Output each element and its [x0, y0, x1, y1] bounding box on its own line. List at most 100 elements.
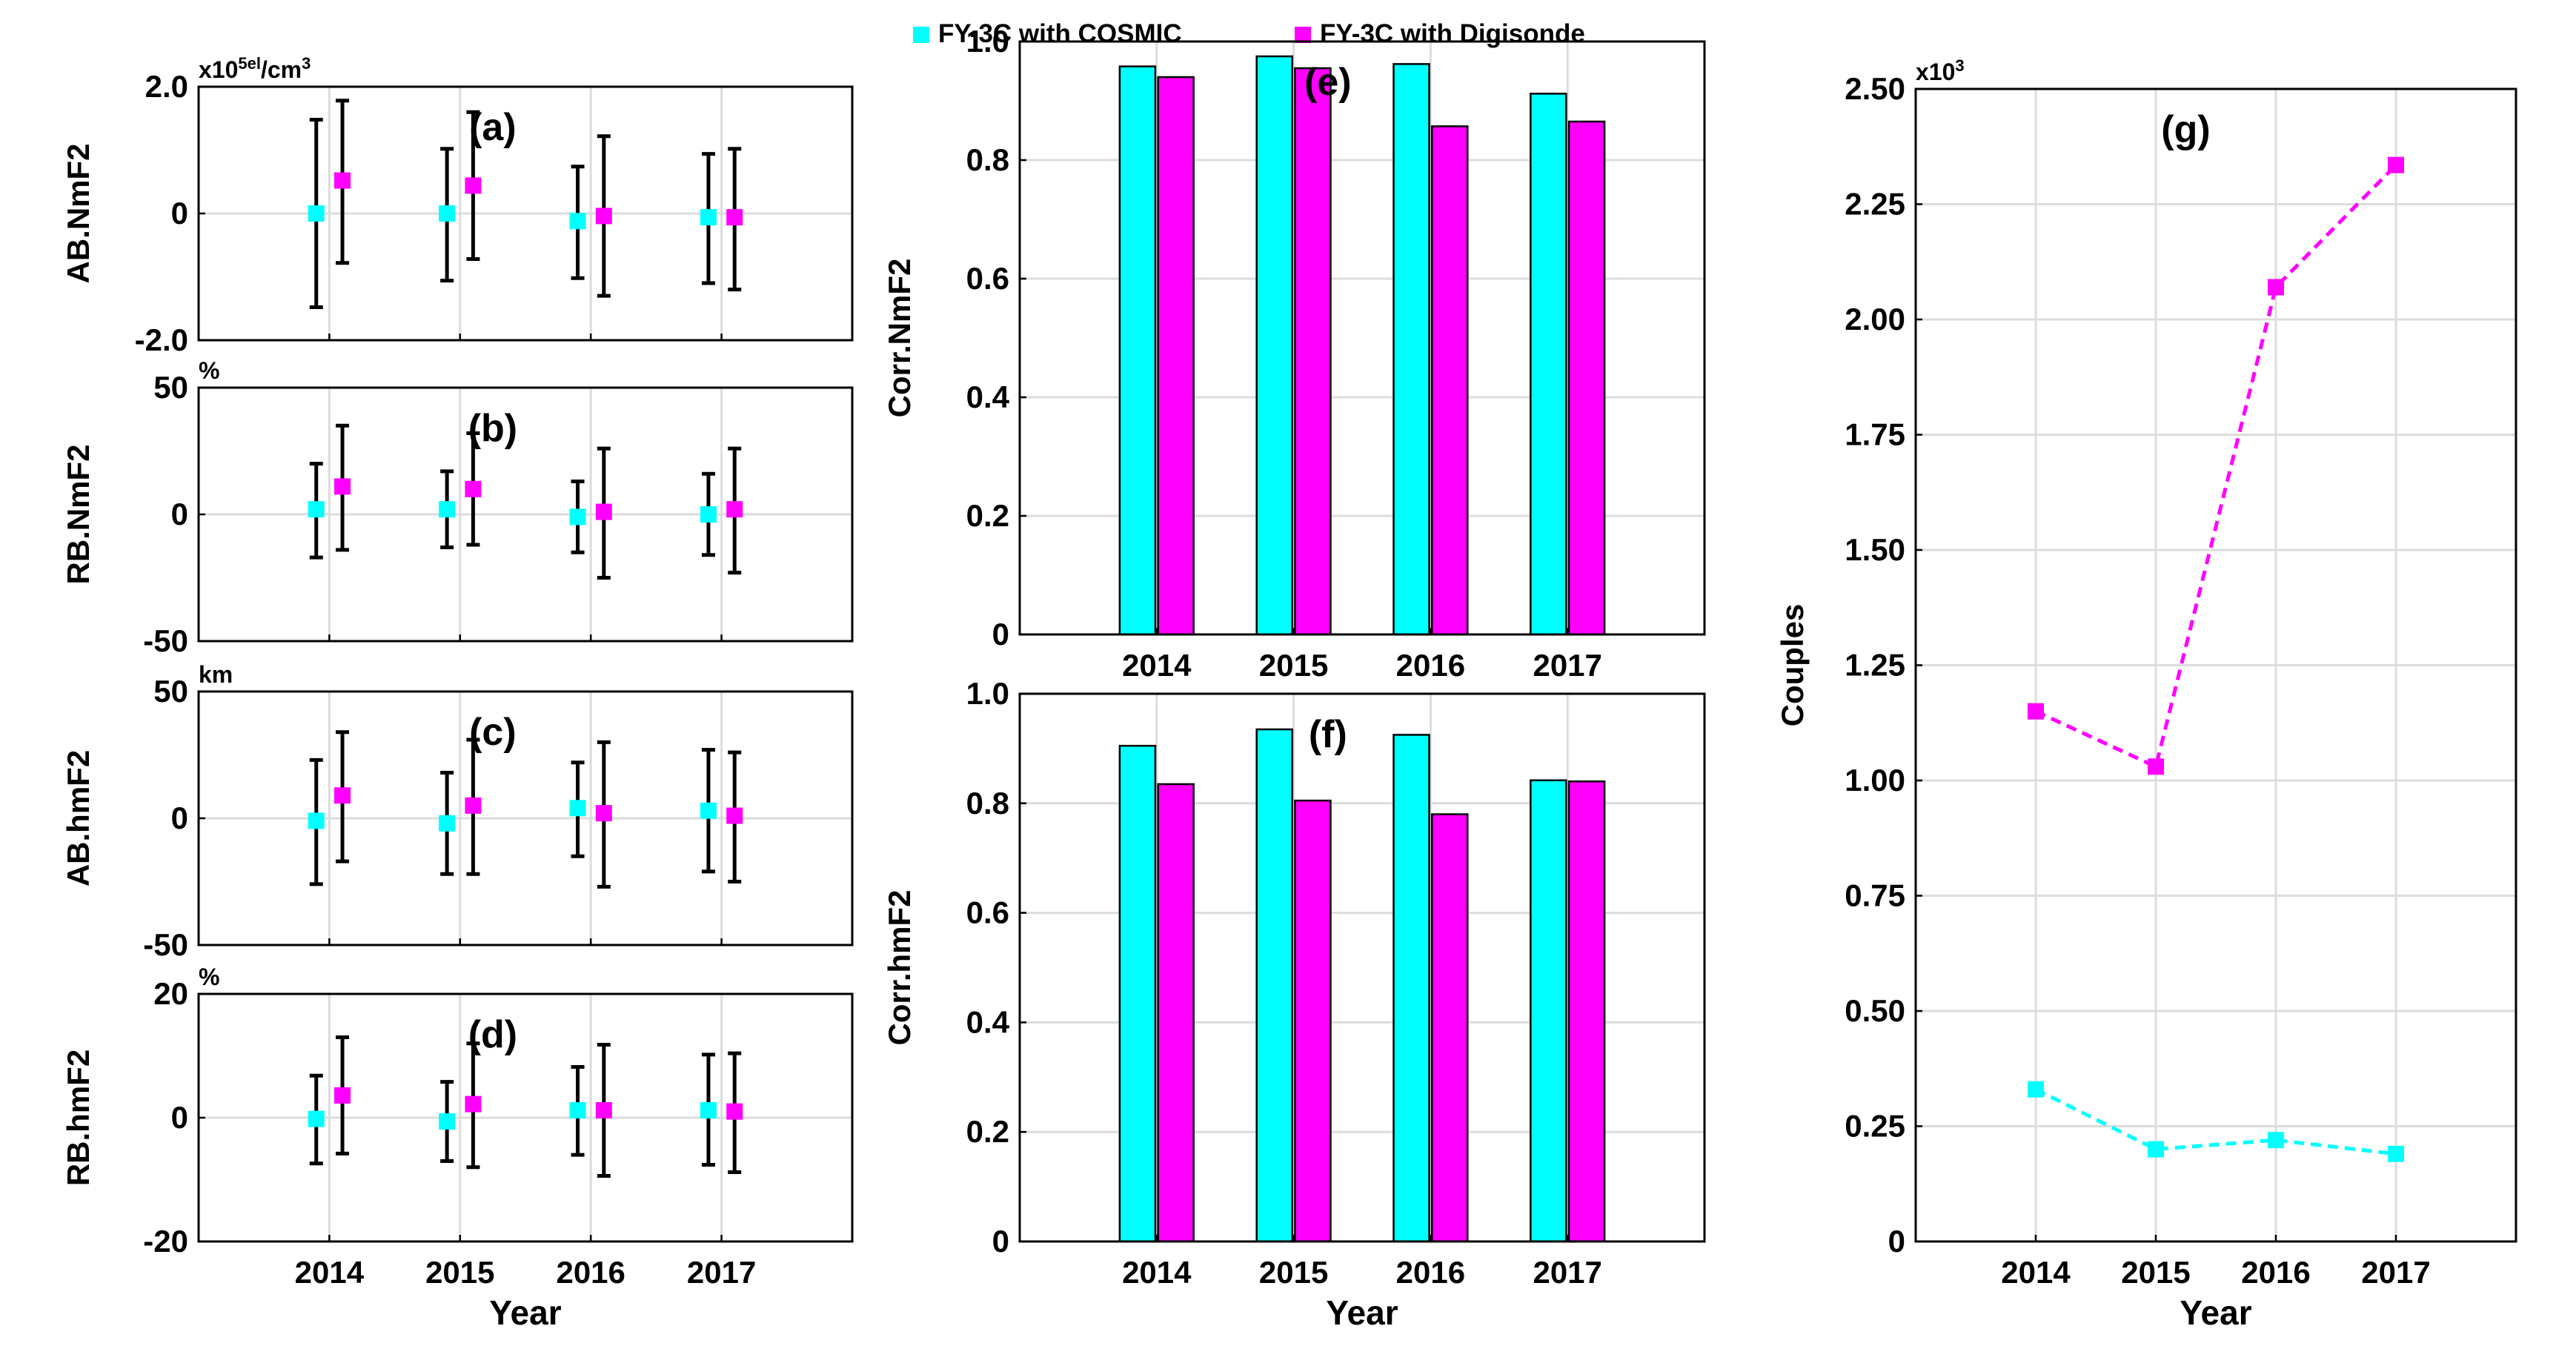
panel-label: (f) [1309, 713, 1347, 756]
point-marker [726, 807, 743, 824]
y-tick-label: 2.0 [145, 69, 188, 104]
x-tick-label: 2016 [2241, 1255, 2310, 1290]
x-axis-label: Year [489, 1293, 561, 1332]
legend-swatch-digisonde [1295, 27, 1311, 43]
line-marker [2028, 703, 2044, 720]
panel-label: (d) [468, 1013, 517, 1056]
unit-label: % [199, 964, 219, 990]
point-marker [569, 508, 586, 525]
y-tick-label: 0.2 [966, 498, 1009, 533]
x-tick-label: 2017 [1533, 648, 1601, 683]
y-tick-label: 1.50 [1845, 532, 1905, 567]
point-marker [726, 1103, 743, 1120]
x-tick-label: 2015 [425, 1255, 494, 1290]
axes-frame [1018, 40, 1706, 636]
panel-c: -50 0 50 (c) AB.hmF2 km [61, 661, 854, 962]
y-tick-label: 1.0 [966, 24, 1009, 59]
bar-fy-3c-with-cosmic [1118, 65, 1157, 636]
bar-fy-3c-with-cosmic [1118, 744, 1157, 1243]
point-marker [700, 802, 717, 819]
y-axis-label: Corr.NmF2 [882, 259, 917, 418]
y-tick-label: 0 [171, 800, 188, 835]
point-marker [700, 506, 717, 523]
y-tick-label: 0 [992, 1224, 1009, 1259]
x-tick-label: 2016 [556, 1255, 625, 1290]
bar-fy-3c-with-cosmic [1392, 63, 1430, 636]
bar-fy-3c-with-digisonde [1430, 125, 1469, 636]
line-marker [2268, 1132, 2284, 1149]
bar-fy-3c-with-digisonde [1294, 799, 1332, 1243]
y-tick-label: 50 [153, 370, 188, 405]
point-marker [439, 815, 456, 832]
line-marker [2388, 1145, 2404, 1162]
y-tick-label: -50 [143, 927, 188, 962]
line-marker [2268, 279, 2284, 296]
legend-swatch-cosmic [913, 27, 929, 43]
panel-label: (a) [469, 106, 517, 149]
y-tick-label: 0.25 [1845, 1109, 1905, 1144]
bar-fy-3c-with-cosmic [1255, 55, 1294, 636]
y-tick-label: 0 [992, 617, 1009, 651]
y-axis-label: Corr.hmF2 [882, 889, 917, 1045]
y-tick-label: 1.75 [1845, 417, 1905, 452]
y-axis-label: Couples [1775, 604, 1810, 727]
point-marker [465, 177, 482, 194]
x-tick-label: 2015 [1259, 648, 1328, 683]
y-tick-label: -50 [143, 623, 188, 658]
series-line [2034, 163, 2397, 769]
panel-label: (g) [2161, 108, 2210, 151]
bar-fy-3c-with-digisonde [1567, 120, 1606, 636]
panel-label: (e) [1304, 61, 1352, 104]
x-tick-label: 2017 [2361, 1255, 2430, 1290]
point-marker [308, 205, 325, 222]
x-tick-label: 2014 [1122, 1255, 1192, 1290]
axes-frame [197, 386, 854, 643]
point-marker [308, 1110, 325, 1127]
point-marker [569, 1101, 586, 1118]
panel-b: -50 0 50 (b) RB.NmF2% [61, 357, 854, 658]
point-marker [595, 805, 612, 822]
y-tick-label: 0 [171, 196, 188, 231]
legend-label-cosmic: FY-3C with COSMIC [938, 19, 1182, 48]
y-tick-label: 0 [171, 497, 188, 531]
point-marker [700, 1101, 717, 1118]
x-tick-label: 2016 [1396, 1255, 1465, 1290]
x-tick-label: 2017 [687, 1255, 756, 1290]
point-marker [439, 1113, 456, 1130]
unit-label: km [199, 661, 233, 688]
unit-label: x103 [1916, 56, 1965, 86]
y-tick-label: 0.8 [966, 786, 1009, 820]
point-marker [595, 503, 612, 520]
bar-fy-3c-with-digisonde [1430, 813, 1469, 1243]
bar-fy-3c-with-digisonde [1567, 780, 1606, 1243]
point-marker [726, 209, 743, 226]
y-tick-label: 0 [171, 1100, 188, 1135]
y-tick-label: -20 [143, 1224, 188, 1259]
y-tick-label: 0.4 [966, 1004, 1010, 1039]
series-line [2034, 1087, 2397, 1156]
point-marker [465, 1095, 482, 1113]
bar-fy-3c-with-digisonde [1294, 67, 1332, 636]
y-tick-label: 50 [153, 674, 188, 709]
panel-a: -2.0 0 2.0 (a) AB.NmF2 x105el/cm3 [61, 54, 854, 357]
bar-fy-3c-with-cosmic [1530, 779, 1567, 1243]
point-marker [465, 797, 482, 814]
panel-g: 0 0.25 0.50 0.75 1.00 1.25 1.50 1.75 2.00 2.25 2.5… [1775, 56, 2517, 1332]
x-tick-label: 2014 [2001, 1255, 2071, 1290]
panel-f: 0 0.2 0.4 0.6 0.8 1.0 2014 2015 2016 2017 (f) Corr.… [882, 676, 1706, 1332]
x-tick-label: 2014 [1122, 648, 1192, 683]
x-tick-label: 2016 [1396, 648, 1465, 683]
unit-label: % [199, 357, 219, 384]
y-tick-label: 1.0 [966, 676, 1009, 711]
y-tick-label: 2.25 [1845, 187, 1905, 222]
line-marker [2388, 156, 2404, 173]
y-tick-label: 0.4 [966, 379, 1010, 414]
point-marker [308, 812, 325, 829]
line-marker [2148, 758, 2164, 775]
panel-d: -20 0 20 2014 2015 2016 2017 (d) RB.hmF2% Year [61, 964, 854, 1332]
y-axis-label: AB.NmF2 [61, 143, 96, 283]
axes-frame [1018, 692, 1706, 1243]
y-tick-label: 0.6 [966, 261, 1009, 296]
y-axis-label: RB.NmF2 [61, 444, 96, 584]
